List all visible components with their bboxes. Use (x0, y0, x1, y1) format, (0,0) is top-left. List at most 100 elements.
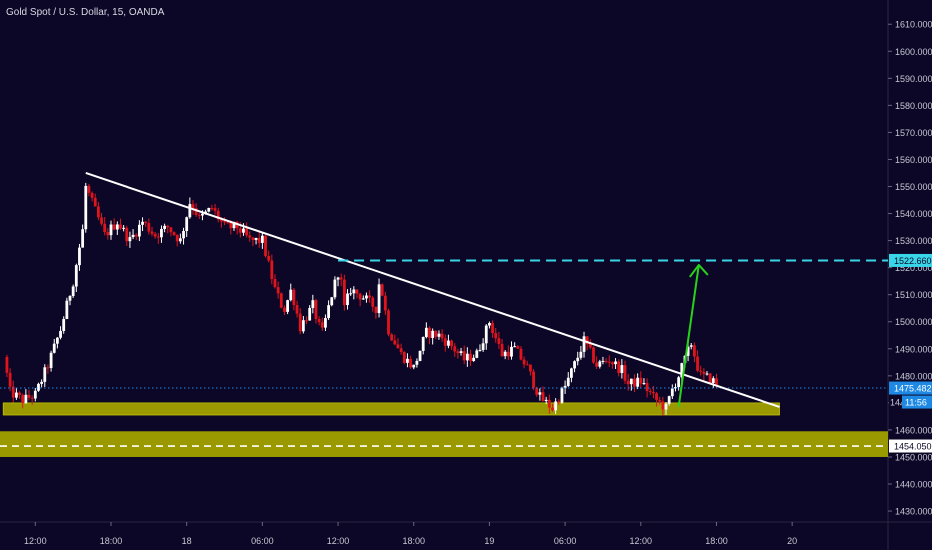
candle-body (78, 247, 81, 266)
candle-body (308, 307, 312, 321)
candle-body (226, 222, 230, 224)
candle-body (232, 221, 236, 229)
candle-body (242, 228, 245, 233)
partial-price-label: 14 (890, 398, 900, 408)
candle-body (491, 323, 494, 334)
support-zones (0, 402, 888, 457)
last-price-badge: 1475.482 (894, 384, 932, 394)
candle-body (62, 318, 66, 331)
candle-body (402, 351, 406, 363)
candle-body (689, 345, 693, 347)
candle-body (18, 392, 21, 395)
candle-body (96, 206, 100, 218)
time-axis[interactable]: 12:00 18:00 18 06:00 12:00 18:00 19 06:00 12:00 1… (24, 522, 797, 546)
price-axis[interactable]: 1430.0001440.0001450.0001460.0001470.000… (888, 20, 932, 517)
candle-body (185, 217, 189, 231)
candle-body (585, 336, 589, 345)
candle-body (462, 351, 466, 361)
candle-body (456, 351, 460, 354)
candle-body (283, 307, 286, 312)
candle-body (513, 346, 517, 348)
candle-body (708, 373, 712, 384)
price-tick-label: 1490.000 (895, 344, 932, 354)
candle-body (418, 350, 422, 361)
candle-body (617, 361, 621, 374)
candle-body (440, 333, 444, 339)
candle-body (74, 265, 78, 287)
candle-body (257, 237, 261, 243)
candle-body (677, 377, 681, 388)
candle-body (248, 235, 252, 238)
candle-body (393, 340, 397, 345)
candle-body (90, 192, 94, 198)
candle-body (494, 333, 498, 339)
candle-body (292, 289, 296, 306)
time-tick-label: 20 (787, 536, 797, 546)
candle-body (623, 365, 627, 381)
candle-body (229, 222, 233, 229)
price-tick-label: 1570.000 (895, 128, 932, 138)
candle-body (541, 392, 545, 402)
candle-body (52, 343, 56, 353)
candle-body (33, 390, 37, 399)
candle-body (692, 345, 696, 357)
candle-body (178, 238, 182, 242)
price-tick-label: 1520.000 (895, 263, 932, 273)
candle-body (286, 300, 289, 312)
candle-body (699, 370, 703, 372)
candle-body (607, 361, 611, 363)
candle-body (160, 228, 163, 238)
candle-body (510, 346, 513, 357)
candle-body (472, 357, 476, 361)
candle-body (680, 363, 684, 378)
symbol-title: Gold Spot / U.S. Dollar, 15, OANDA (6, 7, 165, 18)
candle-body (254, 237, 258, 240)
countdown-badge: 11:56 (905, 398, 927, 408)
candle-body (563, 385, 567, 389)
price-tick-label: 1440.000 (895, 480, 932, 490)
drawings (0, 172, 888, 408)
time-tick-label: 19 (484, 536, 494, 546)
candle-body (412, 364, 416, 368)
last-price-badge-bg (889, 381, 932, 395)
candle-body (626, 380, 630, 385)
time-tick-label: 06:00 (251, 536, 274, 546)
candle-body (336, 277, 340, 280)
support-price-badge: 1454.050 (894, 442, 932, 452)
candle-body (566, 377, 570, 386)
candle-body (484, 325, 488, 344)
candle-body (109, 224, 113, 236)
candle-body (538, 392, 542, 395)
candle-body (87, 185, 91, 193)
price-tick-label: 1510.000 (895, 290, 932, 300)
candle-body (24, 394, 28, 404)
time-tick-label: 12:00 (630, 536, 653, 546)
candle-body (642, 383, 646, 385)
target-price-badge-bg (889, 253, 932, 267)
price-tick-label: 1480.000 (895, 371, 932, 381)
candle-body (119, 224, 122, 229)
candle-body (330, 297, 334, 306)
candle-body (245, 228, 249, 236)
candle-body (40, 381, 44, 384)
candle-body (355, 289, 359, 294)
candle-body (592, 347, 595, 363)
candle-body (65, 300, 69, 319)
support-price-badge-bg (889, 439, 932, 453)
target-arrow-shaft (677, 264, 700, 408)
price-tick-label: 1540.000 (895, 209, 932, 219)
time-tick-label: 12:00 (327, 536, 350, 546)
candle-body (298, 313, 302, 332)
candle-body (670, 388, 674, 397)
candle-body (188, 204, 192, 218)
candle-body (216, 210, 220, 220)
candlesticks (5, 182, 718, 416)
candle-body (112, 224, 116, 230)
candle-body (279, 293, 283, 308)
candle-body (573, 361, 576, 369)
candle-body (169, 227, 173, 233)
candle-body (516, 346, 520, 349)
candle-body (506, 351, 510, 357)
